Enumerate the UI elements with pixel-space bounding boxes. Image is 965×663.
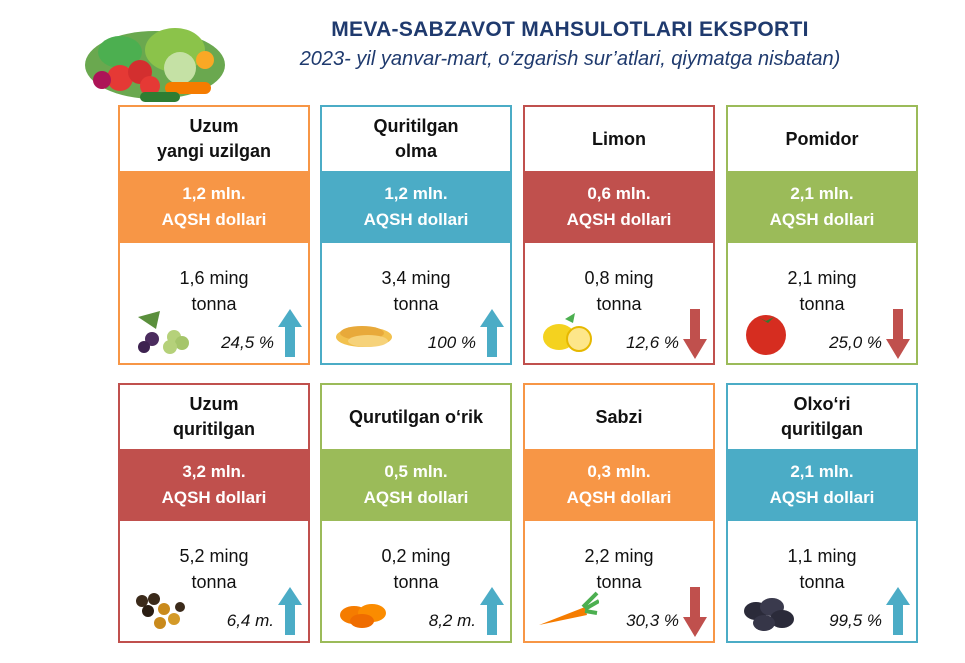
export-value: 0,6 mln. (587, 184, 651, 203)
arrow-up-icon (278, 587, 302, 635)
arrow-up-icon (886, 587, 910, 635)
arrow-down-icon (683, 587, 707, 637)
export-value: 2,1 mln. (790, 184, 854, 203)
value-band: 2,1 mln. AQSH dollari (726, 449, 918, 521)
value-band: 1,2 mln. AQSH dollari (118, 171, 310, 243)
quantity-unit: tonna (799, 572, 845, 592)
quantity: 1,1 ming tonna (728, 543, 916, 595)
quantity-value: 0,2 ming (381, 546, 451, 566)
quantity-value: 0,8 ming (584, 268, 654, 288)
quantity-value: 1,6 ming (179, 268, 249, 288)
page-subtitle: 2023- yil yanvar-mart, o‘zgarish sur’atl… (299, 48, 841, 70)
quantity: 0,8 ming tonna (525, 265, 713, 317)
export-value: 0,3 mln. (587, 462, 651, 481)
quantity-unit: tonna (596, 294, 642, 314)
change-rate: 6,4 m. (226, 611, 274, 630)
quantity-value: 2,2 ming (584, 546, 654, 566)
export-unit: AQSH dollari (161, 488, 267, 507)
product-name: Uzum yangi uzilgan (156, 116, 271, 161)
export-value: 1,2 mln. (182, 184, 246, 203)
quantity: 2,1 ming tonna (728, 265, 916, 317)
tomato-icon (746, 315, 786, 355)
export-unit: AQSH dollari (363, 210, 469, 229)
product-card: Uzum quritilgan 3,2 mln. AQSH dollari 5,2 m… (118, 383, 310, 643)
quantity: 5,2 ming tonna (120, 543, 308, 595)
vegetables-icon (85, 28, 225, 102)
export-value: 0,5 mln. (384, 462, 448, 481)
arrow-up-icon (480, 587, 504, 635)
product-card: Quritilgan olma 1,2 mln. AQSH dollari 3,4 m… (320, 105, 512, 365)
quantity: 3,4 ming tonna (322, 265, 510, 317)
change-rate: 24,5 % (221, 333, 274, 352)
quantity-unit: tonna (393, 294, 439, 314)
cropped-top-text (0, 0, 370, 6)
quantity: 0,2 ming tonna (322, 543, 510, 595)
export-unit: AQSH dollari (566, 210, 672, 229)
value-band: 3,2 mln. AQSH dollari (118, 449, 310, 521)
quantity: 1,6 ming tonna (120, 265, 308, 317)
change-rate: 99,5 % (829, 611, 882, 630)
export-unit: AQSH dollari (566, 488, 672, 507)
change-rate: 30,3 % (626, 611, 679, 630)
export-value: 3,2 mln. (182, 462, 246, 481)
quantity: 2,2 ming tonna (525, 543, 713, 595)
change-rate: 12,6 % (626, 333, 679, 352)
export-unit: AQSH dollari (363, 488, 469, 507)
export-unit: AQSH dollari (769, 210, 875, 229)
product-card: Pomidor 2,1 mln. AQSH dollari 2,1 ming tonna… (726, 105, 918, 365)
quantity-unit: tonna (191, 572, 237, 592)
quantity-unit: tonna (596, 572, 642, 592)
product-name: Limon (592, 128, 646, 149)
quantity-unit: tonna (191, 294, 237, 314)
product-name: Sabzi (595, 406, 643, 427)
quantity-value: 3,4 ming (381, 268, 451, 288)
arrow-up-icon (480, 309, 504, 357)
value-band: 2,1 mln. AQSH dollari (726, 171, 918, 243)
value-band: 0,6 mln. AQSH dollari (523, 171, 715, 243)
page-title: MEVA-SABZAVOT MAHSULOTLARI EKSPORTI (331, 18, 809, 41)
product-card: Sabzi 0,3 mln. AQSH dollari 2,2 ming tonna 30… (523, 383, 715, 643)
product-name: Olxo‘ri quritilgan (781, 394, 863, 439)
export-unit: AQSH dollari (161, 210, 267, 229)
prunes-icon (744, 598, 794, 631)
dried-apple-icon (336, 326, 392, 347)
arrow-down-icon (886, 309, 910, 359)
value-band: 0,5 mln. AQSH dollari (320, 449, 512, 521)
product-card: Uzum yangi uzilgan 1,2 mln. AQSH dollari 1,… (118, 105, 310, 365)
product-card: Qurutilgan o‘rik 0,5 mln. AQSH dollari 0,2 … (320, 383, 512, 643)
quantity-value: 2,1 ming (787, 268, 857, 288)
value-band: 0,3 mln. AQSH dollari (523, 449, 715, 521)
grapes-icon (138, 311, 189, 354)
change-rate: 100 % (427, 333, 476, 352)
change-rate: 8,2 m. (428, 611, 476, 630)
quantity-unit: tonna (393, 572, 439, 592)
raisins-icon (136, 593, 185, 629)
change-rate: 25,0 % (829, 333, 882, 352)
carrot-icon (539, 591, 599, 625)
product-card: Limon 0,6 mln. AQSH dollari 0,8 ming tonna 12… (523, 105, 715, 365)
dried-apricot-icon (340, 604, 386, 628)
arrow-up-icon (278, 309, 302, 357)
product-name: Quritilgan olma (373, 116, 459, 161)
product-card: Olxo‘ri quritilgan 2,1 mln. AQSH dollari 1,… (726, 383, 918, 643)
export-value: 2,1 mln. (790, 462, 854, 481)
export-unit: AQSH dollari (769, 488, 875, 507)
product-name: Qurutilgan o‘rik (348, 406, 483, 427)
quantity-value: 5,2 ming (179, 546, 249, 566)
arrow-down-icon (683, 309, 707, 359)
value-band: 1,2 mln. AQSH dollari (320, 171, 512, 243)
lemon-icon (543, 313, 592, 352)
quantity-unit: tonna (799, 294, 845, 314)
product-name: Uzum quritilgan (173, 394, 255, 439)
quantity-value: 1,1 ming (787, 546, 857, 566)
product-name: Pomidor (785, 128, 859, 149)
export-value: 1,2 mln. (384, 184, 448, 203)
